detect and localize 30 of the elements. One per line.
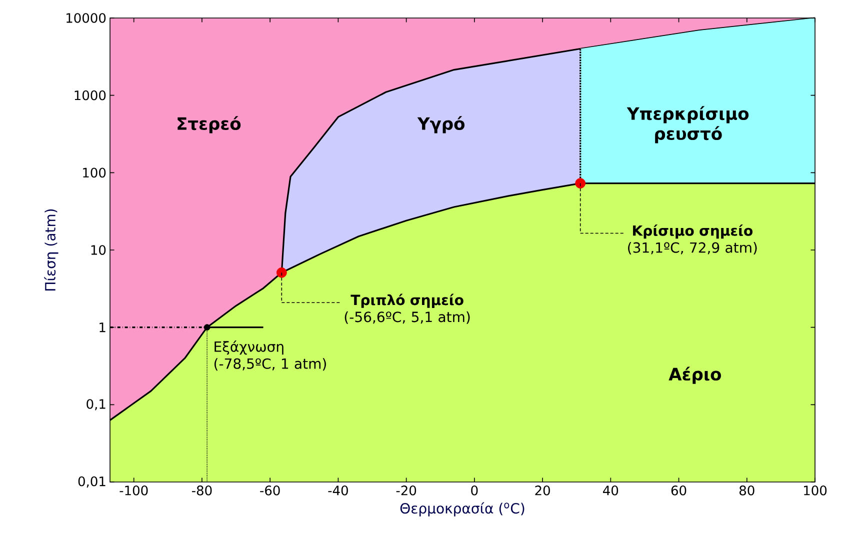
y-axis-title: Πίεση (atm) [44,209,58,290]
annotation: Εξάχνωση (-78,5ºC, 1 atm) [214,340,326,371]
x-tick-label: 80 [740,486,754,496]
x-tick-label: -100 [120,486,148,496]
annotation: Κρίσιμο σημείο (31,1ºC, 72,9 atm) [628,224,757,255]
y-tick-label: 10 [91,245,106,255]
y-tick-label: 100 [83,168,106,178]
point [575,178,586,188]
annotation: Στερεό [178,116,241,134]
y-tick-label: 1000 [74,90,106,100]
x-tick-label: 60 [671,486,686,496]
annotation: Υγρό [417,116,464,134]
y-tick-label: 10000 [66,13,106,23]
x-tick-label: -20 [396,486,416,496]
annotation: Αέριο [668,366,721,384]
annotation: Υπερκρίσιμο ρευστό [626,106,749,144]
point [204,324,210,331]
y-tick-label: 1 [100,322,106,332]
x-axis-title: Θερμοκρασία ($^{o}$C) [400,502,524,516]
x-tick-label: 100 [804,486,827,496]
x-tick-label: 20 [535,486,550,496]
x-tick-label: 0 [471,486,478,496]
x-tick-label: -40 [328,486,348,496]
point [276,267,287,278]
x-tick-label: -60 [260,486,280,496]
x-tick-label: -80 [192,486,212,496]
annotation: Τριπλό σημείο (-56,6ºC, 5,1 atm) [344,294,470,324]
y-tick-label: 0,01 [78,476,106,488]
y-tick-label: 0,1 [86,399,106,410]
x-tick-label: 40 [603,486,618,496]
